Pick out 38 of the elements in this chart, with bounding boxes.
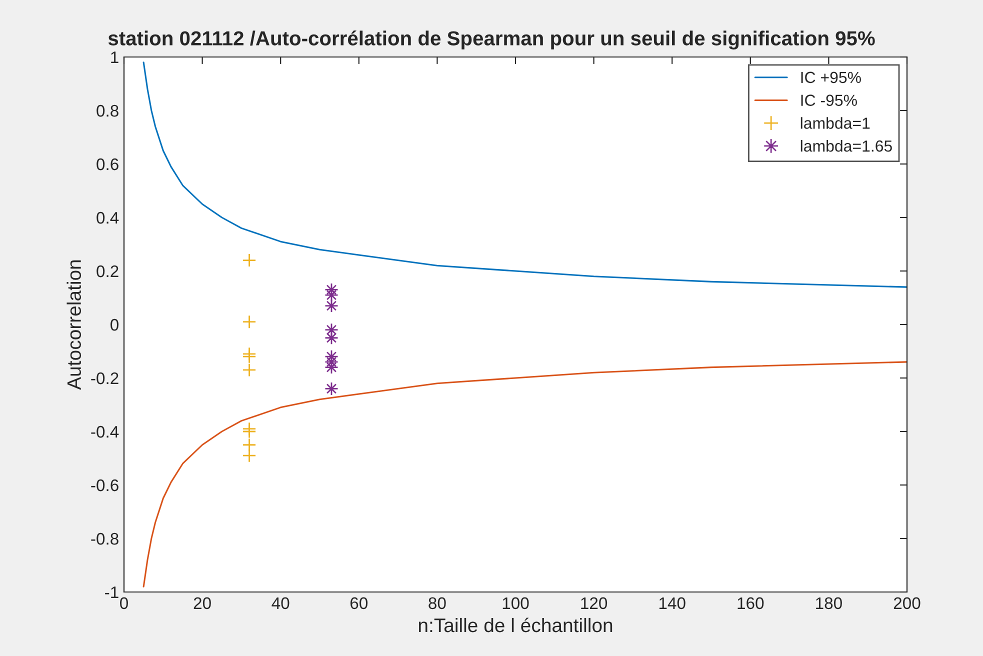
y-tick-label: -0.8 [91,532,118,545]
x-tick-label: 20 [194,597,211,610]
legend-label: IC +95% [801,72,861,84]
line-series [142,361,907,588]
y-axis-title: Autocorrelation [66,260,82,390]
x-tick-label: 0 [120,597,128,610]
y-tick-label: -0.6 [91,479,118,492]
x-tick-label: 140 [659,597,686,610]
y-tick-label: -0.2 [91,372,118,384]
x-tick-label: 180 [816,597,842,610]
x-tick-label: 100 [502,597,529,610]
y-tick-label: 1 [111,52,118,64]
x-tick-label: 60 [350,597,368,610]
x-axis-title: n:Taille de l échantillon [418,618,612,632]
x-tick-label: 80 [428,597,446,610]
y-tick-label: 0.6 [96,158,118,170]
line-series [142,62,907,288]
point [242,424,256,438]
y-tick-label: 0.2 [96,265,118,278]
x-tick-label: 40 [272,597,290,610]
legend-label: IC -95% [801,94,857,106]
y-tick-label: 0.4 [96,212,119,224]
x-tick-label: 120 [581,597,608,610]
point [242,350,256,364]
y-tick-label: 0 [110,318,118,331]
x-tick-label: 160 [738,597,764,610]
point [242,438,256,452]
point [242,448,256,463]
y-tick-label: -0.4 [91,426,119,438]
point [242,363,256,377]
y-tick-label: 0.8 [96,104,118,117]
y-tick-label: -1 [105,586,118,598]
legend-label: lambda=1 [800,117,870,129]
legend-label: lambda=1.65 [800,140,892,152]
point [242,314,256,329]
x-tick-label: 200 [894,597,920,610]
point [242,253,256,268]
chart-title: station 021112 /Auto-corrélation de Spearman pour un seuil de signification 95% [108,30,875,50]
